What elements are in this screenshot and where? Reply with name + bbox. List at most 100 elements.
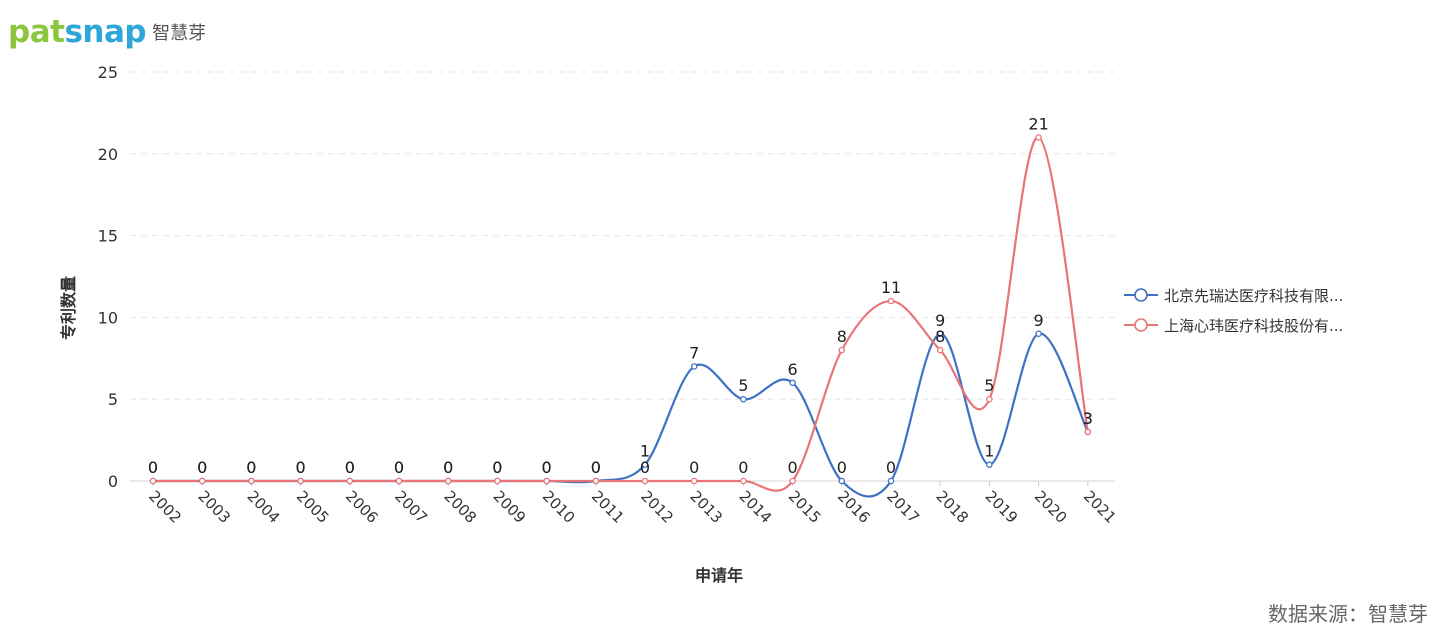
x-tick-label: 2014 — [736, 487, 776, 527]
data-label: 5 — [984, 376, 994, 395]
data-label: 0 — [492, 458, 502, 477]
y-axis-label: 专利数量 — [59, 276, 78, 340]
data-point — [592, 477, 600, 485]
x-tick-label: 2005 — [293, 487, 333, 527]
x-tick-label: 2008 — [440, 487, 480, 527]
data-label: 0 — [148, 458, 158, 477]
data-label: 0 — [788, 458, 798, 477]
data-point — [149, 477, 157, 485]
x-tick-label: 2018 — [932, 487, 972, 527]
data-label: 0 — [837, 458, 847, 477]
y-tick-label: 10 — [98, 308, 118, 327]
data-point — [690, 477, 698, 485]
data-label: 0 — [246, 458, 256, 477]
data-label: 0 — [296, 458, 306, 477]
data-label: 0 — [542, 458, 552, 477]
x-tick-label: 2015 — [785, 487, 825, 527]
legend-label: 北京先瑞达医疗科技有限... — [1164, 286, 1344, 305]
data-point — [936, 330, 944, 338]
data-point — [986, 395, 993, 403]
data-label: 11 — [881, 278, 901, 297]
x-axis: 2002 2003 2004 2005 2006 2007 2008 2009 2010 2011… — [145, 481, 1120, 527]
data-label: 0 — [345, 458, 355, 477]
brand: patsnap 智慧芽 — [8, 12, 206, 52]
x-tick-label: 2011 — [588, 487, 628, 527]
data-points — [149, 134, 1092, 485]
data-point — [346, 477, 354, 485]
data-point — [1084, 428, 1092, 436]
data-point — [494, 477, 501, 485]
data-label: 6 — [788, 360, 798, 379]
legend-label: 上海心玮医疗科技股份有... — [1164, 316, 1344, 335]
data-label: 0 — [492, 458, 502, 477]
data-point — [1035, 134, 1042, 141]
data-label: 0 — [296, 458, 306, 477]
chart-legend: 北京先瑞达医疗科技有限... 上海心玮医疗科技股份有... — [1124, 280, 1343, 340]
legend-marker — [1124, 288, 1158, 302]
data-label: 0 — [148, 458, 158, 477]
data-label: 0 — [197, 458, 207, 477]
legend-item[interactable]: 上海心玮医疗科技股份有... — [1124, 310, 1343, 340]
x-tick-label: 2002 — [145, 487, 185, 527]
y-tick-label: 25 — [98, 63, 118, 82]
data-point — [690, 363, 698, 370]
data-point — [887, 297, 895, 305]
data-point — [936, 346, 944, 354]
patsnap-logo: patsnap — [8, 13, 147, 50]
data-point — [838, 346, 846, 354]
data-point — [789, 379, 796, 387]
data-label: 1 — [640, 442, 650, 461]
data-label: 0 — [345, 458, 355, 477]
data-point — [198, 477, 206, 485]
data-label: 0 — [443, 458, 453, 477]
x-tick-label: 2020 — [1031, 487, 1071, 527]
data-label: 8 — [837, 327, 847, 346]
x-tick-label: 2010 — [539, 487, 579, 527]
x-tick-label: 2003 — [194, 487, 234, 527]
data-label: 0 — [197, 458, 207, 477]
data-label: 0 — [246, 458, 256, 477]
data-point — [1035, 330, 1042, 338]
legend-item[interactable]: 北京先瑞达医疗科技有限... — [1124, 280, 1343, 310]
data-point — [789, 477, 796, 485]
data-label: 0 — [886, 458, 896, 477]
data-label: 5 — [738, 376, 748, 395]
data-label: 0 — [689, 458, 699, 477]
data-point — [740, 395, 747, 403]
series-line — [153, 332, 1089, 498]
x-tick-label: 2016 — [834, 487, 874, 527]
data-point — [248, 477, 255, 485]
data-label: 3 — [1083, 409, 1093, 428]
x-tick-label: 2012 — [637, 487, 677, 527]
series-line — [153, 136, 1089, 492]
data-point — [986, 461, 993, 468]
brand-subtitle: 智慧芽 — [152, 23, 207, 44]
x-tick-label: 2004 — [244, 487, 284, 527]
data-label: 0 — [542, 458, 552, 477]
data-label: 9 — [935, 311, 945, 330]
y-tick-label: 20 — [98, 145, 118, 164]
data-label: 0 — [591, 458, 601, 477]
legend-marker — [1124, 318, 1158, 332]
x-tick-label: 2007 — [391, 487, 431, 527]
y-tick-label: 15 — [98, 227, 118, 246]
data-point — [297, 477, 304, 485]
x-tick-label: 2021 — [1080, 487, 1120, 527]
data-label: 8 — [935, 327, 945, 346]
x-tick-label: 2019 — [982, 487, 1022, 527]
data-label: 0 — [443, 458, 453, 477]
data-label: 0 — [640, 458, 650, 477]
x-tick-label: 2017 — [883, 487, 923, 527]
data-label: 0 — [591, 458, 601, 477]
data-label: 0 — [394, 458, 404, 477]
x-axis-label: 申请年 — [695, 566, 743, 585]
data-label: 7 — [689, 343, 699, 362]
data-point — [740, 477, 747, 485]
data-point — [838, 477, 846, 485]
x-tick-label: 2006 — [342, 487, 382, 527]
y-axis-ticks: 0 5 10 15 20 25 — [98, 63, 118, 491]
data-point — [887, 477, 895, 485]
x-tick-label: 2009 — [490, 487, 530, 527]
